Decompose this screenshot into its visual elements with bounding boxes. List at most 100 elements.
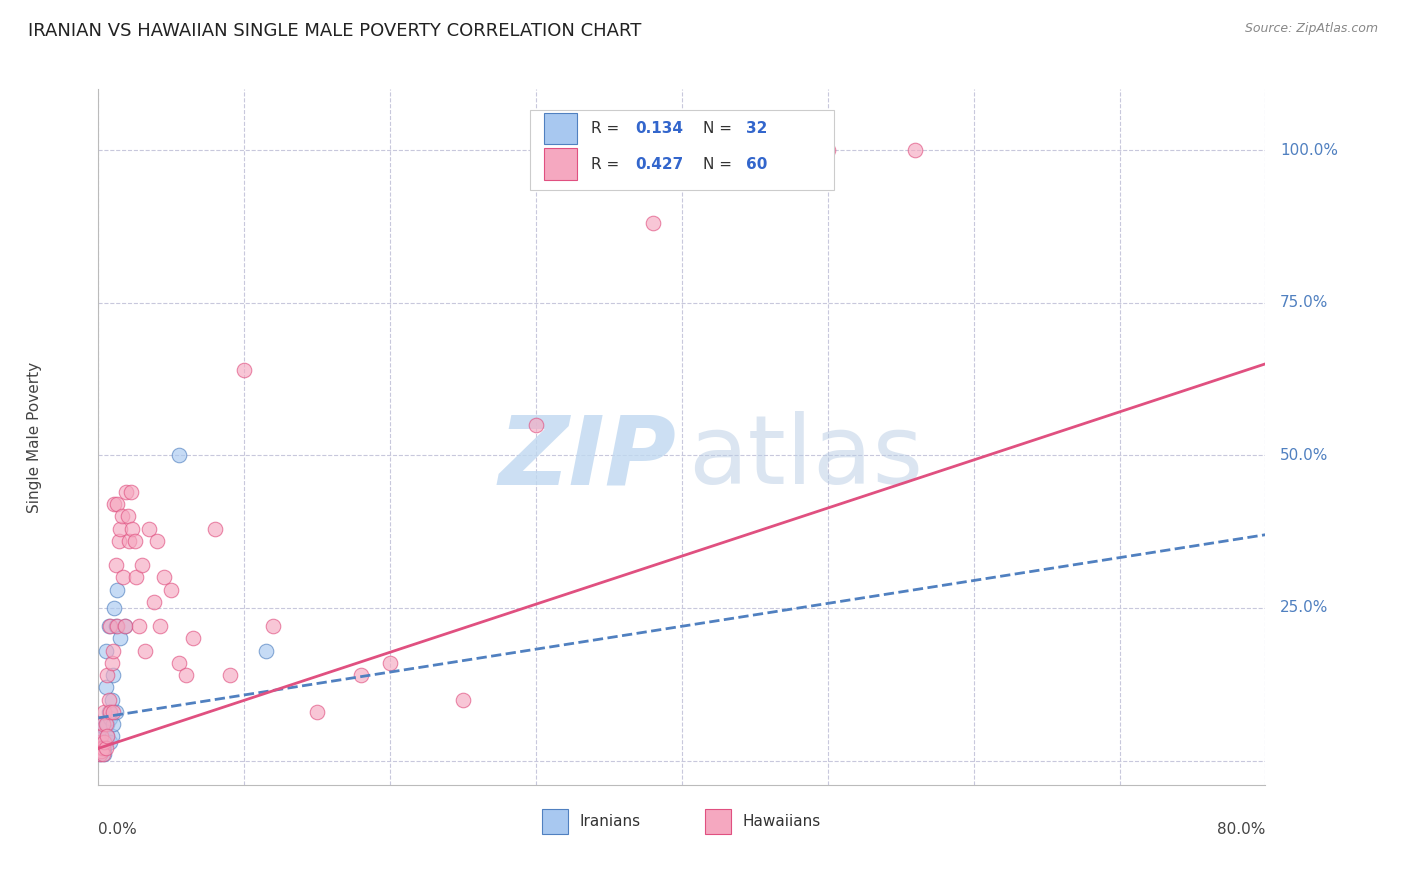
Point	[94, 681, 117, 695]
Text: R =: R =	[591, 121, 624, 136]
Point	[96, 729, 118, 743]
Text: 0.0%: 0.0%	[98, 822, 138, 837]
Point	[91, 741, 114, 756]
Text: 50.0%: 50.0%	[1279, 448, 1329, 463]
Point	[96, 717, 118, 731]
Point	[350, 668, 373, 682]
Text: atlas: atlas	[688, 411, 922, 505]
Point	[90, 741, 112, 756]
Point	[167, 449, 190, 463]
Point	[131, 558, 153, 573]
Point	[93, 705, 115, 719]
Point	[90, 741, 112, 756]
Point	[100, 692, 122, 706]
Text: 32: 32	[747, 121, 768, 136]
Point	[93, 720, 115, 734]
Point	[93, 747, 115, 762]
Text: Source: ZipAtlas.com: Source: ZipAtlas.com	[1244, 22, 1378, 36]
Point	[115, 485, 138, 500]
Text: 25.0%: 25.0%	[1279, 600, 1329, 615]
Text: 80.0%: 80.0%	[1218, 822, 1265, 837]
Point	[204, 522, 226, 536]
Point	[91, 717, 114, 731]
Point	[89, 739, 111, 753]
Point	[96, 729, 118, 743]
Point	[94, 741, 117, 756]
Point	[117, 509, 139, 524]
Point	[91, 717, 114, 731]
Point	[89, 747, 111, 762]
Text: Iranians: Iranians	[579, 814, 640, 829]
Point	[101, 643, 124, 657]
Point	[105, 497, 128, 511]
Point	[128, 619, 150, 633]
Point	[112, 570, 135, 584]
Point	[98, 735, 121, 749]
Point	[108, 533, 131, 548]
Point	[91, 744, 114, 758]
Point	[97, 692, 120, 706]
Text: IRANIAN VS HAWAIIAN SINGLE MALE POVERTY CORRELATION CHART: IRANIAN VS HAWAIIAN SINGLE MALE POVERTY …	[28, 22, 641, 40]
Point	[101, 705, 124, 719]
Point	[114, 619, 136, 633]
Point	[134, 643, 156, 657]
Text: 75.0%: 75.0%	[1279, 295, 1329, 310]
Point	[641, 217, 664, 231]
Point	[218, 668, 240, 682]
Point	[97, 705, 120, 719]
Point	[91, 747, 114, 762]
Point	[90, 744, 112, 758]
Point	[125, 570, 148, 584]
Point	[114, 619, 136, 633]
Point	[174, 668, 197, 682]
Point	[817, 143, 839, 157]
Point	[111, 509, 134, 524]
Point	[97, 619, 120, 633]
Point	[90, 729, 112, 743]
Point	[103, 497, 125, 511]
Point	[110, 632, 132, 646]
Point	[181, 632, 204, 646]
Point	[93, 735, 115, 749]
Text: R =: R =	[591, 156, 624, 171]
Point	[94, 717, 117, 731]
Point	[98, 711, 121, 725]
Point	[91, 735, 114, 749]
Point	[94, 735, 117, 749]
Point	[110, 522, 132, 536]
Point	[904, 143, 927, 157]
Point	[104, 619, 127, 633]
Text: Single Male Poverty: Single Male Poverty	[27, 361, 42, 513]
Point	[146, 533, 169, 548]
Text: N =: N =	[703, 121, 737, 136]
Text: 0.427: 0.427	[636, 156, 683, 171]
Point	[100, 729, 122, 743]
Point	[142, 595, 165, 609]
Point	[233, 363, 256, 377]
Text: ZIP: ZIP	[498, 411, 676, 505]
Point	[100, 656, 122, 670]
Text: N =: N =	[703, 156, 737, 171]
Point	[262, 619, 284, 633]
Point	[105, 582, 128, 597]
Point	[96, 668, 118, 682]
Point	[451, 692, 474, 706]
Point	[98, 619, 121, 633]
Point	[167, 656, 190, 670]
Point	[90, 723, 112, 737]
Point	[104, 558, 127, 573]
Point	[149, 619, 172, 633]
Bar	[541, 809, 568, 834]
Point	[104, 705, 127, 719]
Point	[121, 522, 143, 536]
Point	[254, 643, 277, 657]
Point	[101, 668, 124, 682]
Bar	[544, 113, 576, 145]
Text: 100.0%: 100.0%	[1279, 143, 1339, 158]
Point	[90, 729, 112, 743]
Point	[380, 656, 402, 670]
Point	[101, 717, 124, 731]
Point	[118, 533, 141, 548]
Point	[93, 741, 115, 756]
Text: 60: 60	[747, 156, 768, 171]
